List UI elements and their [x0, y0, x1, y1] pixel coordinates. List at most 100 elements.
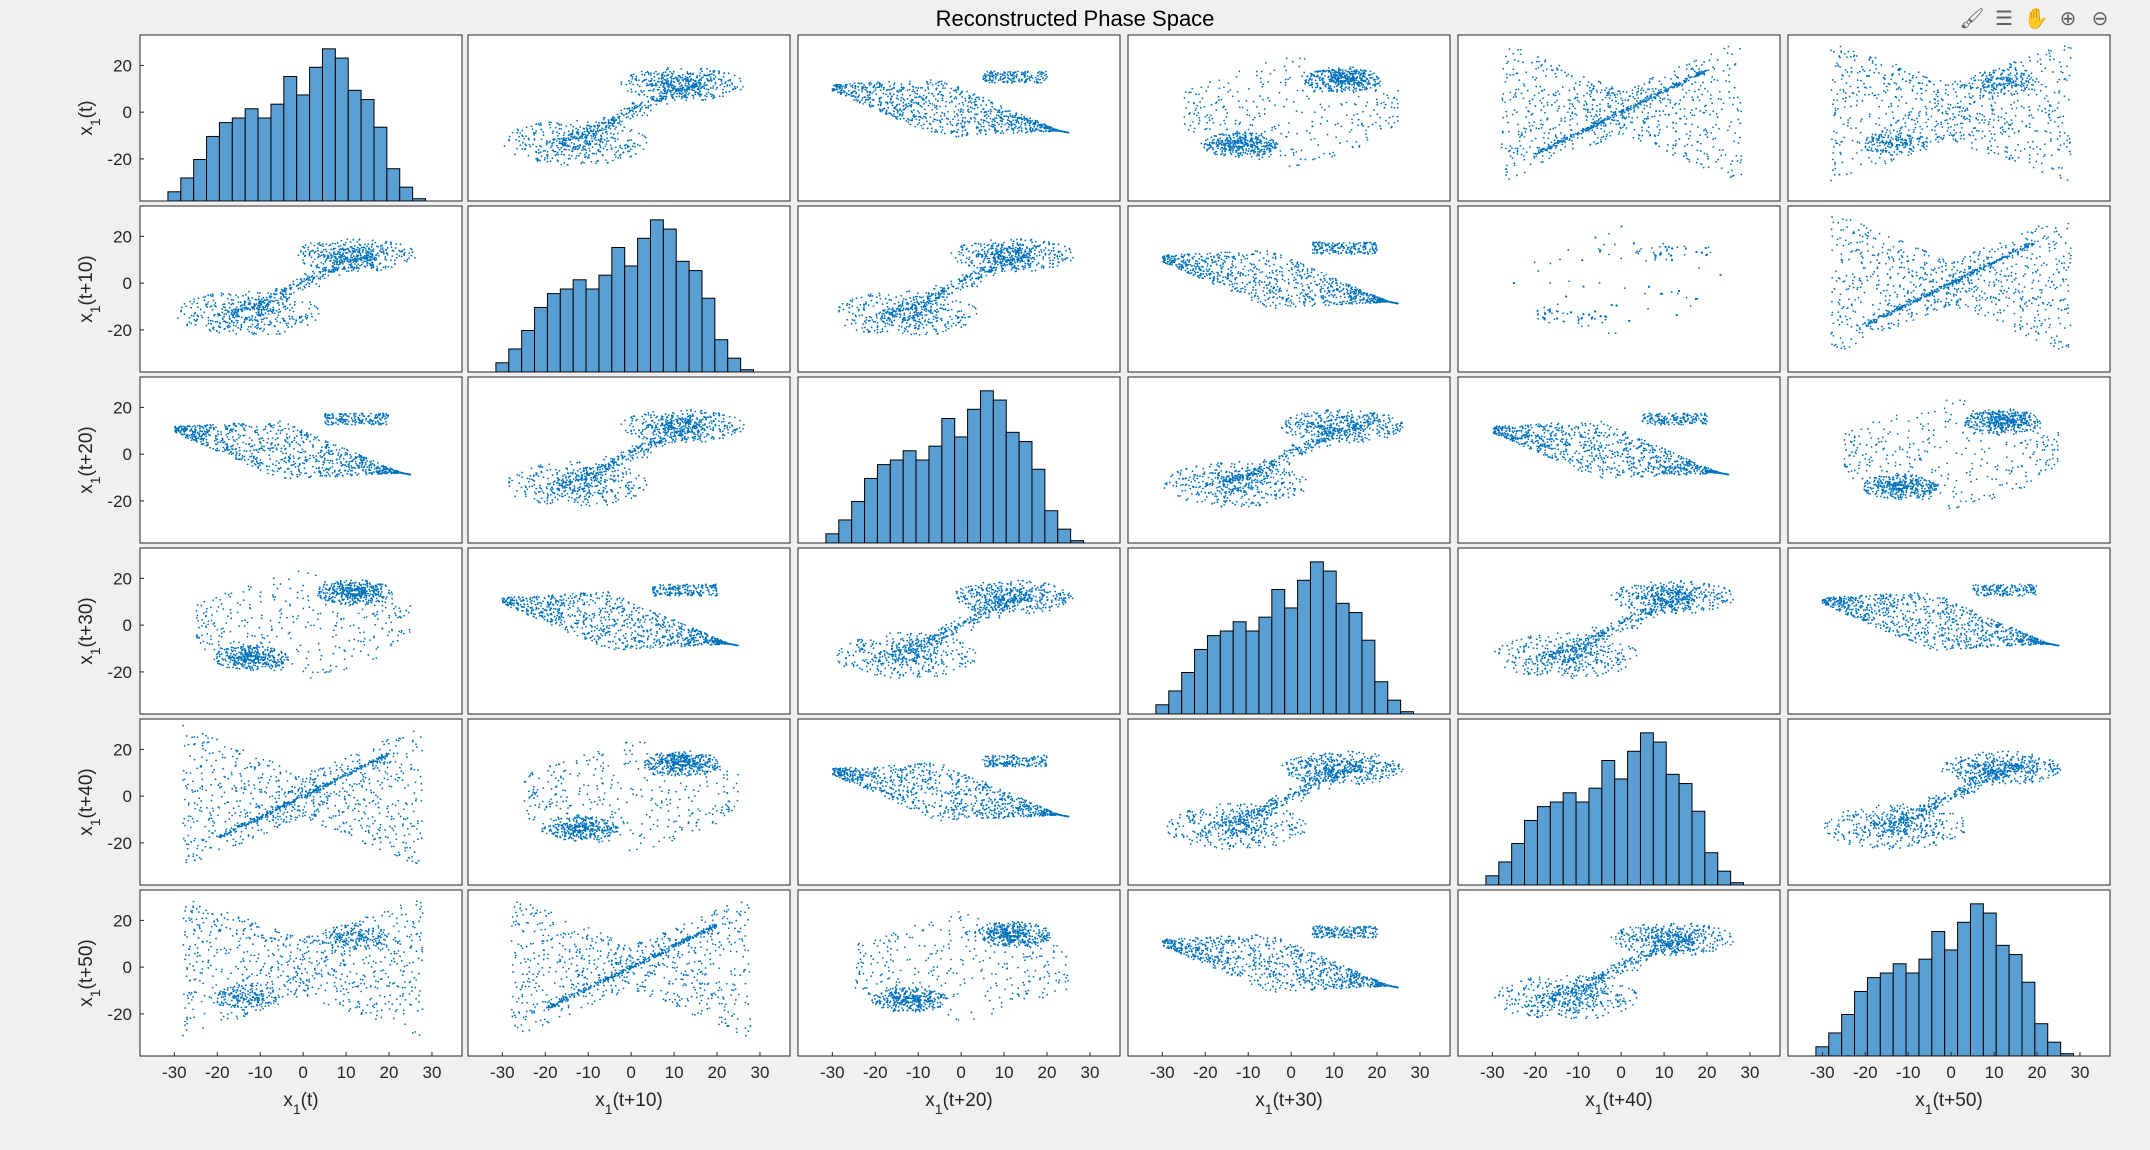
subplot-r0-c4[interactable] — [1457, 34, 1781, 202]
scatter-point — [1333, 70, 1336, 72]
brush-icon[interactable]: 🖌 — [1958, 4, 1986, 32]
scatter-point — [1855, 127, 1857, 130]
scatter-point — [1208, 141, 1211, 144]
scatter-point — [841, 85, 844, 88]
scatter-point — [957, 119, 960, 122]
subplot-r0-c5[interactable] — [1787, 34, 2111, 202]
scatter-point — [705, 95, 708, 98]
scatter-point — [992, 76, 995, 79]
zoom-out-icon[interactable]: ⊖ — [2086, 4, 2114, 32]
scatter-point — [1709, 97, 1712, 100]
scatter-point — [2059, 174, 2062, 177]
scatter-point — [1988, 71, 1991, 74]
scatter-point — [941, 118, 943, 121]
subplot-r0-c3[interactable] — [1127, 34, 1451, 202]
scatter-point — [1989, 140, 1991, 143]
scatter-point — [527, 154, 530, 157]
scatter-point — [1612, 92, 1615, 94]
scatter-point — [1614, 96, 1617, 99]
scatter-point — [573, 146, 575, 149]
scatter-point — [1587, 81, 1590, 83]
scatter-point — [979, 131, 982, 134]
scatter-point — [658, 98, 661, 100]
scatter-point — [1847, 119, 1850, 121]
scatter-point — [659, 95, 662, 98]
scatter-point — [1900, 132, 1903, 134]
scatter-point — [1660, 88, 1662, 91]
subplot-r0-c2[interactable] — [797, 34, 1121, 202]
scatter-point — [2001, 88, 2003, 91]
scatter-point — [1960, 115, 1963, 118]
scatter-point — [2058, 166, 2060, 169]
scatter-point — [868, 93, 871, 96]
scatter-point — [2020, 72, 2023, 75]
scatter-point — [1317, 70, 1320, 73]
scatter-point — [699, 93, 702, 96]
scatter-point — [632, 142, 635, 145]
scatter-point — [1637, 97, 1640, 99]
scatter-point — [1044, 70, 1047, 73]
scatter-point — [1644, 121, 1646, 124]
scatter-point — [563, 153, 565, 156]
scatter-point — [685, 79, 687, 82]
scatter-point — [1634, 86, 1636, 89]
scatter-point — [738, 77, 741, 80]
scatter-point — [1672, 147, 1674, 150]
zoom-in-icon[interactable]: ⊕ — [2054, 4, 2082, 32]
scatter-point — [567, 137, 570, 140]
scatter-point — [720, 80, 723, 83]
scatter-point — [568, 149, 571, 151]
scatter-point — [1727, 129, 1729, 132]
scatter-point — [2010, 154, 2012, 157]
scatter-point — [631, 109, 633, 112]
scatter-point — [1672, 121, 1674, 124]
scatter-point — [1993, 113, 1996, 116]
scatter-point — [1249, 152, 1252, 155]
scatter-point — [911, 90, 914, 93]
scatter-point — [2006, 84, 2009, 87]
scatter-point — [1362, 110, 1365, 113]
scatter-point — [1651, 115, 1654, 118]
scatter-point — [1578, 84, 1581, 87]
scatter-point — [539, 159, 541, 162]
scatter-point — [1511, 113, 1514, 116]
scatter-point — [1009, 115, 1012, 117]
scatter-point — [1931, 129, 1933, 131]
scatter-point — [581, 132, 584, 135]
scatter-point — [1372, 84, 1374, 86]
scatter-point — [1628, 107, 1631, 110]
scatter-point — [2062, 115, 2065, 118]
scatter-point — [905, 120, 908, 122]
scatter-point — [1599, 82, 1602, 85]
scatter-point — [1929, 80, 1932, 83]
legend-icon[interactable]: ☰ — [1990, 4, 2018, 32]
scatter-point — [1839, 116, 1842, 119]
scatter-point — [1328, 152, 1331, 155]
scatter-point — [560, 123, 563, 126]
scatter-point — [1555, 142, 1557, 145]
scatter-point — [1218, 133, 1221, 136]
scatter-point — [977, 121, 980, 123]
scatter-point — [634, 90, 637, 93]
scatter-point — [2000, 89, 2003, 92]
scatter-point — [2058, 61, 2061, 64]
scatter-point — [1501, 130, 1504, 133]
scatter-point — [1627, 106, 1630, 108]
scatter-point — [1901, 139, 1904, 142]
scatter-point — [957, 114, 959, 117]
subplot-r0-c1[interactable] — [467, 34, 791, 202]
scatter-point — [1313, 89, 1316, 92]
scatter-point — [690, 78, 692, 81]
scatter-point — [1699, 142, 1702, 145]
scatter-point — [1328, 69, 1331, 72]
scatter-point — [1328, 90, 1330, 92]
scatter-point — [1375, 121, 1377, 124]
scatter-point — [946, 123, 949, 126]
pan-hand-icon[interactable]: ✋ — [2022, 4, 2050, 32]
scatter-point — [1675, 81, 1678, 84]
scatter-point — [1898, 86, 1901, 89]
scatter-point — [1541, 123, 1544, 126]
scatter-point — [1599, 110, 1601, 113]
scatter-point — [927, 86, 929, 89]
